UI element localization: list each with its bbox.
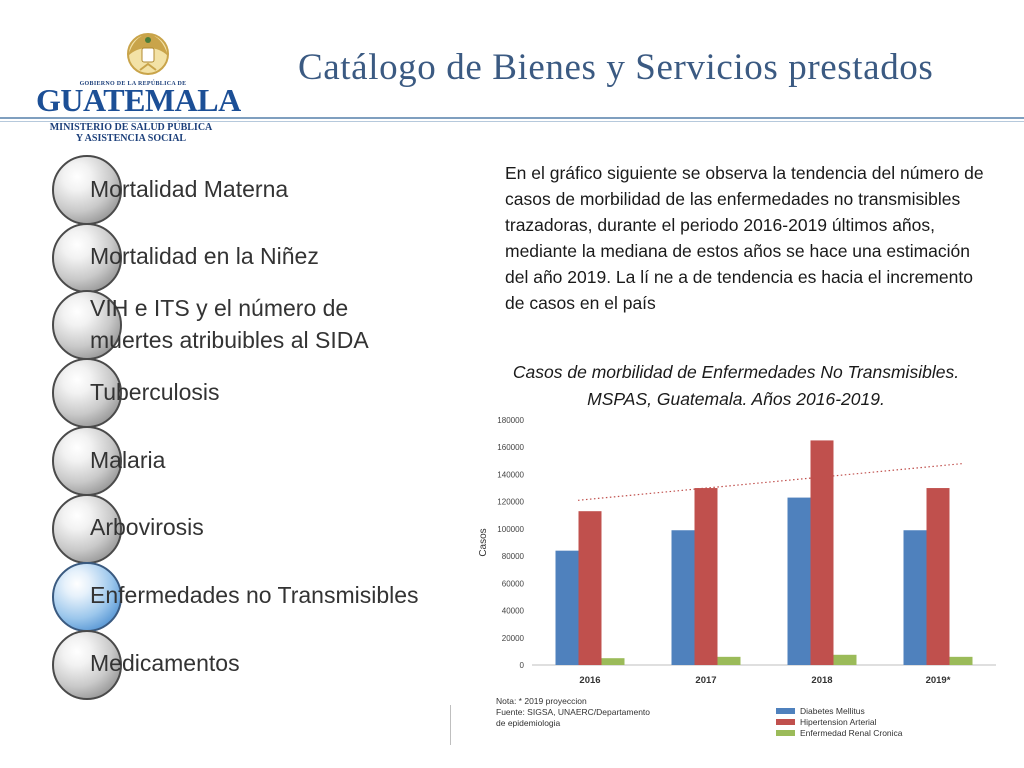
legend-label: Diabetes Mellitus xyxy=(800,706,865,716)
bar-renal xyxy=(717,656,741,665)
ministry-name: MINISTERIO DE SALUD PÚBLICA Y ASISTENCIA… xyxy=(36,122,226,144)
legend-label: Hipertension Arterial xyxy=(800,717,877,727)
country-name: GUATEMALA xyxy=(36,82,241,118)
y-tick-label: 180000 xyxy=(497,416,524,425)
bar-diabetes xyxy=(671,530,695,665)
y-tick-label: 140000 xyxy=(497,470,524,479)
y-tick-label: 0 xyxy=(520,661,525,670)
legend-swatch xyxy=(776,708,795,714)
bar-diabetes xyxy=(555,550,579,665)
bar-hipertension xyxy=(810,440,834,665)
bar-hipertension xyxy=(926,488,950,665)
page-title: Catálogo de Bienes y Servicios prestados xyxy=(298,47,934,88)
y-tick-label: 120000 xyxy=(497,498,524,507)
nav-bullet-icon xyxy=(52,630,122,700)
category-labels: 2016 2017 2018 2019* xyxy=(579,675,950,686)
nav-label: VIH e ITS y el número de xyxy=(90,295,349,321)
bar-hipertension xyxy=(694,488,718,665)
x-category-label: 2019* xyxy=(926,675,951,686)
nav-bullet-active-icon xyxy=(52,562,122,632)
government-line: GOBIERNO DE LA REPÚBLICA DE xyxy=(79,81,187,87)
chart-caption: Casos de morbilidad de Enfermedades No T… xyxy=(474,359,998,413)
legend-label: Enfermedad Renal Cronica xyxy=(800,728,903,738)
bar-renal xyxy=(833,654,857,665)
nav-label: Arbovirosis xyxy=(90,514,204,540)
nav-bullet-icon xyxy=(52,494,122,564)
x-category-label: 2018 xyxy=(811,675,832,686)
chart-note: Nota: * 2019 proyeccion Fuente: SIGSA, U… xyxy=(496,696,650,729)
legend-swatch xyxy=(776,730,795,736)
nav-label: Malaria xyxy=(90,447,166,473)
bar-diabetes xyxy=(787,497,811,665)
y-tick-label: 40000 xyxy=(502,607,525,616)
nav-label: Tuberculosis xyxy=(90,379,220,405)
bar-chart: 0 20000 40000 60000 80000 100000 120000 140000 1… xyxy=(478,416,996,686)
nav-label: Mortalidad Materna xyxy=(90,176,289,202)
nav-label: Medicamentos xyxy=(90,650,240,676)
guatemala-logo: GOBIERNO DE LA REPÚBLICA DE GUATEMALA MI… xyxy=(36,26,241,144)
note-line-3: de epidemiologia xyxy=(496,718,561,728)
x-category-label: 2017 xyxy=(695,675,716,686)
nav-label: Mortalidad en la Niñez xyxy=(90,243,319,269)
bar-renal xyxy=(601,658,625,665)
nav-bullet-icon xyxy=(52,426,122,496)
nav-bullet-icon xyxy=(52,223,122,293)
nav-label-active: Enfermedades no Transmisibles xyxy=(90,582,419,608)
nav-bullet-icon xyxy=(52,290,122,360)
y-tick-label: 160000 xyxy=(497,443,524,452)
chart-caption-line-2: MSPAS, Guatemala. Años 2016-2019. xyxy=(587,389,885,409)
y-tick-label: 60000 xyxy=(502,579,525,588)
bar-renal xyxy=(949,656,973,665)
separator-line xyxy=(450,705,451,745)
x-category-label: 2016 xyxy=(579,675,600,686)
header-divider xyxy=(0,117,1024,119)
y-axis-ticks: 0 20000 40000 60000 80000 100000 120000 140000 1… xyxy=(497,416,524,670)
nav-bullet-icon xyxy=(52,155,122,225)
coat-of-arms-icon xyxy=(127,33,169,75)
y-axis-label: Casos xyxy=(478,528,489,556)
y-tick-label: 80000 xyxy=(502,552,525,561)
description-paragraph: En el gráfico siguiente se observa la te… xyxy=(505,163,984,313)
legend-swatch xyxy=(776,719,795,725)
note-line-2: Fuente: SIGSA, UNAERC/Departamento xyxy=(496,707,651,717)
bar-hipertension xyxy=(578,511,602,665)
chart-caption-line-1: Casos de morbilidad de Enfermedades No T… xyxy=(512,362,960,382)
y-tick-label: 20000 xyxy=(502,634,525,643)
note-line-1: Nota: * 2019 proyeccion xyxy=(496,696,587,706)
ministry-line-1: MINISTERIO DE SALUD PÚBLICA xyxy=(49,122,213,133)
bars xyxy=(555,440,973,665)
header-divider-thin xyxy=(0,121,1024,122)
y-tick-label: 100000 xyxy=(497,525,524,534)
nav-label-line-2: muertes atribuibles al SIDA xyxy=(90,327,369,353)
trend-line xyxy=(577,462,964,501)
ministry-line-2: Y ASISTENCIA SOCIAL xyxy=(75,133,187,144)
bar-diabetes xyxy=(903,530,927,665)
